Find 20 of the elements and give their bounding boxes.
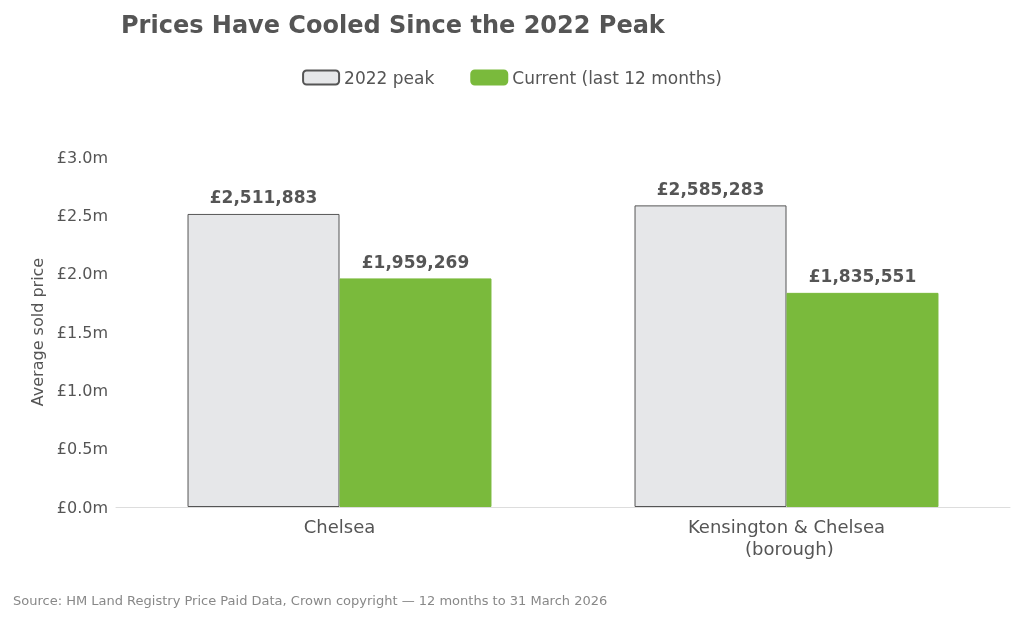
bar bbox=[339, 278, 492, 507]
y-tick-label: £1.5m bbox=[56, 322, 108, 342]
bar bbox=[786, 292, 939, 507]
source-note: Source: HM Land Registry Price Paid Data, Crown copyright — 12 months to 31 March 2026 bbox=[13, 593, 608, 608]
y-tick-label: £2.5m bbox=[56, 205, 108, 225]
legend-label: 2022 peak bbox=[344, 67, 435, 88]
y-axis-title: Average sold price bbox=[28, 257, 48, 407]
data-label: £2,511,883 bbox=[209, 187, 318, 208]
chart-title: Prices Have Cooled Since the 2022 Peak bbox=[121, 11, 666, 39]
y-tick-label: £3.0m bbox=[56, 147, 108, 167]
y-tick-label: £0.0m bbox=[56, 497, 108, 517]
data-label: £1,835,551 bbox=[808, 266, 917, 287]
x-tick-label: Kensington & Chelsea (borough) bbox=[687, 515, 886, 559]
x-tick-label: Chelsea bbox=[303, 515, 376, 537]
y-tick-label: £2.0m bbox=[56, 264, 108, 284]
y-tick-label: £1.0m bbox=[56, 380, 108, 400]
legend-label: Current (last 12 months) bbox=[512, 67, 722, 88]
data-label: £2,585,283 bbox=[656, 178, 765, 199]
y-tick-label: £0.5m bbox=[56, 439, 108, 459]
data-label: £1,959,269 bbox=[361, 251, 470, 272]
